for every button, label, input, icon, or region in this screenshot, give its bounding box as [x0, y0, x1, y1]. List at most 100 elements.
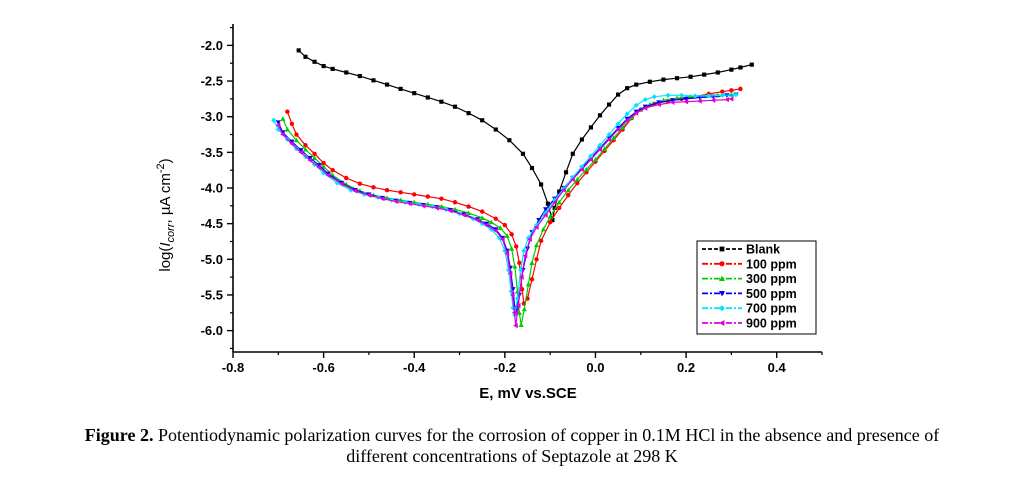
- data-point: [550, 218, 555, 223]
- data-point: [393, 198, 399, 205]
- y-axis-title-unit: A cm: [157, 173, 174, 206]
- y-axis-title-close: ): [157, 158, 174, 163]
- legend-marker: [719, 305, 725, 312]
- data-point: [285, 109, 290, 114]
- data-point: [715, 70, 720, 75]
- data-point: [597, 113, 603, 118]
- data-point: [543, 207, 549, 212]
- data-point: [678, 92, 685, 98]
- data-point: [674, 76, 680, 81]
- data-point: [702, 72, 707, 77]
- data-point: [661, 77, 666, 82]
- data-point: [565, 187, 571, 193]
- series-line: [277, 98, 732, 326]
- legend-marker: [719, 275, 725, 281]
- data-point: [642, 96, 648, 103]
- data-point: [539, 182, 544, 187]
- data-point: [302, 146, 309, 152]
- data-point: [583, 166, 589, 172]
- data-point: [398, 190, 403, 195]
- y-axis-title-prefix: log(: [157, 247, 174, 272]
- data-point: [579, 137, 584, 142]
- data-point: [547, 220, 553, 225]
- data-point: [749, 62, 754, 67]
- data-point: [547, 213, 553, 219]
- legend-label: 700 ppm: [746, 302, 797, 316]
- data-point: [321, 170, 327, 176]
- data-point: [439, 99, 444, 104]
- legend-marker: [719, 320, 725, 326]
- data-point: [502, 248, 508, 254]
- data-point: [728, 96, 734, 102]
- data-point: [557, 189, 562, 194]
- data-point: [434, 205, 439, 211]
- data-point: [275, 126, 281, 133]
- data-point: [552, 199, 557, 205]
- data-point: [348, 187, 354, 193]
- y-axis-title-subscript: corr: [165, 222, 177, 242]
- caption-line1: Potentiodynamic polarization curves for …: [153, 425, 940, 445]
- legend-label: 900 ppm: [746, 317, 797, 331]
- data-point: [517, 260, 522, 266]
- legend-marker: [719, 246, 725, 252]
- data-point: [521, 306, 527, 312]
- data-point: [398, 86, 403, 91]
- data-point: [588, 156, 594, 163]
- y-axis-title: log(Icorr, µA cm-2): [155, 158, 177, 271]
- data-point: [620, 124, 626, 130]
- data-point: [480, 118, 485, 123]
- data-point: [525, 235, 532, 241]
- data-point: [499, 236, 505, 242]
- data-point: [625, 86, 630, 91]
- data-point: [303, 54, 308, 59]
- data-point: [533, 242, 540, 248]
- data-point: [509, 246, 515, 251]
- data-point: [479, 215, 485, 221]
- legend-label: Blank: [746, 243, 780, 257]
- data-point: [642, 105, 648, 111]
- y-tick-label: -5.0: [201, 252, 223, 267]
- data-point: [461, 212, 467, 218]
- x-tick-label: 0.0: [586, 360, 604, 375]
- data-point: [534, 257, 539, 262]
- data-point: [522, 253, 528, 259]
- data-point: [624, 111, 630, 117]
- data-point: [579, 164, 585, 170]
- data-point: [633, 102, 639, 108]
- data-point: [729, 67, 734, 72]
- data-point: [384, 187, 390, 193]
- data-point: [514, 288, 521, 294]
- data-point: [540, 226, 546, 232]
- data-point: [738, 86, 743, 92]
- data-point: [606, 102, 612, 107]
- data-point: [563, 170, 569, 175]
- data-point: [634, 82, 639, 87]
- data-point: [529, 277, 535, 282]
- y-axis-title-symbol: I: [157, 242, 174, 246]
- data-point: [633, 110, 639, 116]
- caption-label: Figure 2.: [84, 425, 154, 445]
- data-point: [280, 131, 285, 138]
- data-point: [556, 199, 562, 205]
- y-tick-label: -4.5: [201, 216, 223, 231]
- data-point: [513, 244, 519, 249]
- series-line: [277, 94, 736, 313]
- data-point: [466, 210, 472, 216]
- y-tick-label: -3.0: [201, 109, 223, 124]
- data-point: [357, 73, 362, 79]
- data-point: [466, 204, 471, 209]
- data-point: [513, 323, 518, 329]
- data-point: [570, 151, 575, 156]
- data-point: [683, 96, 689, 102]
- data-point: [710, 97, 716, 103]
- legend-marker: [719, 291, 725, 297]
- data-point: [307, 157, 313, 163]
- data-point: [606, 131, 612, 138]
- series-blank: [296, 48, 754, 223]
- data-point: [579, 166, 584, 173]
- data-point: [552, 205, 557, 211]
- series-line: [273, 94, 736, 316]
- data-point: [352, 188, 358, 194]
- data-point: [574, 176, 580, 182]
- data-point: [510, 305, 516, 311]
